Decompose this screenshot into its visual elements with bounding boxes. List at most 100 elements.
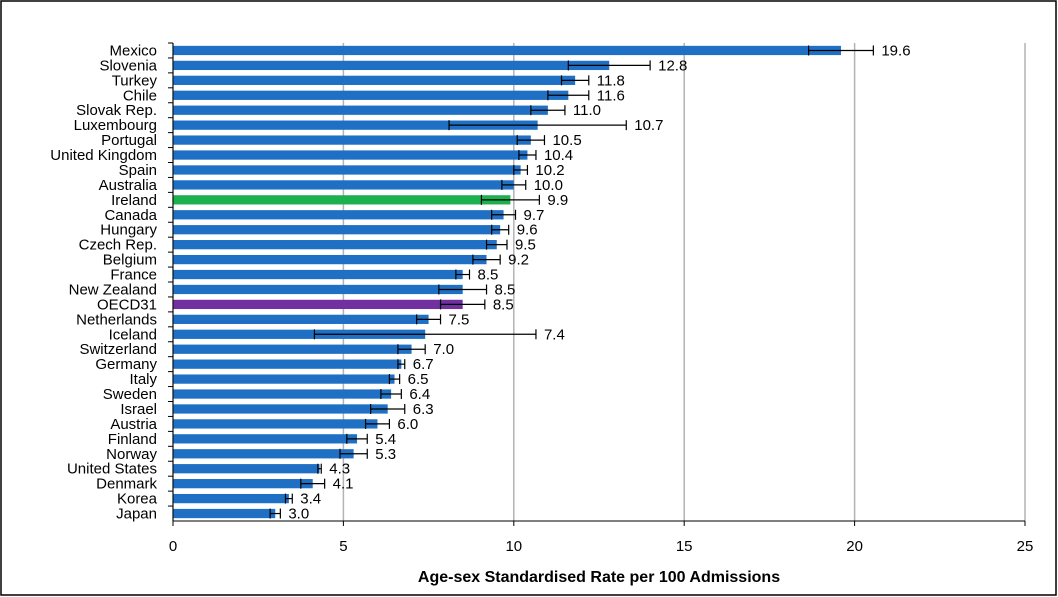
y-tick-label: Hungary [100,222,157,239]
bar [173,150,528,160]
bar [173,314,429,324]
y-tick-label: Italy [129,371,157,388]
value-label: 10.5 [552,132,581,149]
value-label: 3.4 [300,491,321,508]
y-tick-label: Denmark [96,476,157,493]
x-tick-label: 5 [339,538,347,555]
value-label: 10.0 [534,177,563,194]
value-label: 9.6 [517,222,538,239]
y-tick-label: Netherlands [76,311,157,328]
bar [173,135,531,145]
bar [173,120,538,130]
y-tick-label: Sweden [103,386,157,403]
value-label: 6.7 [413,356,434,373]
bar [173,284,463,295]
x-tick-label: 25 [1017,538,1034,555]
value-label: 6.5 [408,371,429,388]
value-label: 7.0 [433,341,454,358]
x-tick-label: 0 [169,538,177,555]
y-tick-label: Portugal [101,132,157,149]
value-label: 10.2 [535,162,564,179]
value-label: 10.4 [544,147,573,164]
bar [173,464,320,474]
y-tick-label: Iceland [109,326,157,343]
value-label: 12.8 [658,57,687,74]
bar [173,180,514,190]
y-tick-label: Canada [104,207,157,224]
y-tick-label: Japan [116,506,157,523]
x-axis-title: Age-sex Standardised Rate per 100 Admiss… [418,569,780,586]
y-tick-label: Finland [108,431,157,448]
bar [173,449,354,459]
value-label: 7.5 [449,311,470,328]
y-tick-label: Czech Rep. [79,237,157,254]
bar [173,105,548,115]
value-label: 5.4 [375,431,396,448]
value-label: 9.2 [508,252,529,269]
value-label: 11.8 [597,72,625,89]
y-tick-label: Spain [119,162,157,179]
y-tick-label: Switzerland [79,341,157,358]
x-tick-label: 20 [846,538,863,555]
bar [173,434,358,444]
bar [173,45,841,56]
bar [173,493,289,504]
value-label: 8.5 [477,267,498,284]
y-tick-label: Chile [123,87,157,104]
value-label: 3.0 [288,506,309,523]
bar [173,90,569,100]
value-label: 7.4 [544,326,565,343]
value-label: 6.3 [413,401,434,418]
bar [173,359,402,369]
bar [173,419,378,429]
value-label: 9.5 [515,237,536,254]
value-label: 11.0 [573,102,601,119]
y-tick-label: Norway [106,446,157,463]
y-tick-label: Germany [95,356,157,373]
value-label: 9.9 [547,192,568,209]
y-tick-label: OECD31 [97,296,157,313]
value-label: 6.4 [409,386,430,403]
bar [173,344,412,354]
y-tick-label: Ireland [111,192,157,209]
y-tick-label: Slovenia [99,57,157,74]
bar [173,75,576,85]
bar [173,165,521,175]
y-tick-label: Korea [117,491,158,508]
y-tick-label: United Kingdom [50,147,157,164]
x-tick-label: 15 [676,538,693,555]
y-tick-label: France [110,267,157,284]
bar [173,210,504,220]
x-tick-label: 10 [505,538,522,555]
bar [173,240,497,250]
bar [173,299,463,310]
y-tick-label: Israel [120,401,157,418]
y-tick-label: Luxembourg [74,117,157,134]
y-tick-label: Mexico [109,42,157,59]
bar [173,60,610,71]
value-label: 4.1 [333,476,354,493]
y-tick-label: Turkey [112,72,158,89]
y-tick-label: Slovak Rep. [76,102,157,119]
bar [173,404,388,414]
value-label: 19.6 [881,42,910,59]
y-tick-label: United States [67,461,157,478]
y-tick-label: Austria [110,416,157,433]
value-label: 10.7 [634,117,663,134]
y-tick-label: New Zealand [69,281,157,298]
value-label: 11.6 [597,87,625,104]
value-label: 5.3 [375,446,396,463]
bar [173,329,426,339]
bar [173,389,392,399]
bar [173,508,276,519]
value-label: 8.5 [493,296,514,313]
value-label: 4.3 [329,461,350,478]
bar [173,479,313,489]
bar [173,225,501,235]
bar [173,269,463,280]
bar [173,254,487,265]
bar [173,374,395,384]
value-label: 6.0 [397,416,418,433]
